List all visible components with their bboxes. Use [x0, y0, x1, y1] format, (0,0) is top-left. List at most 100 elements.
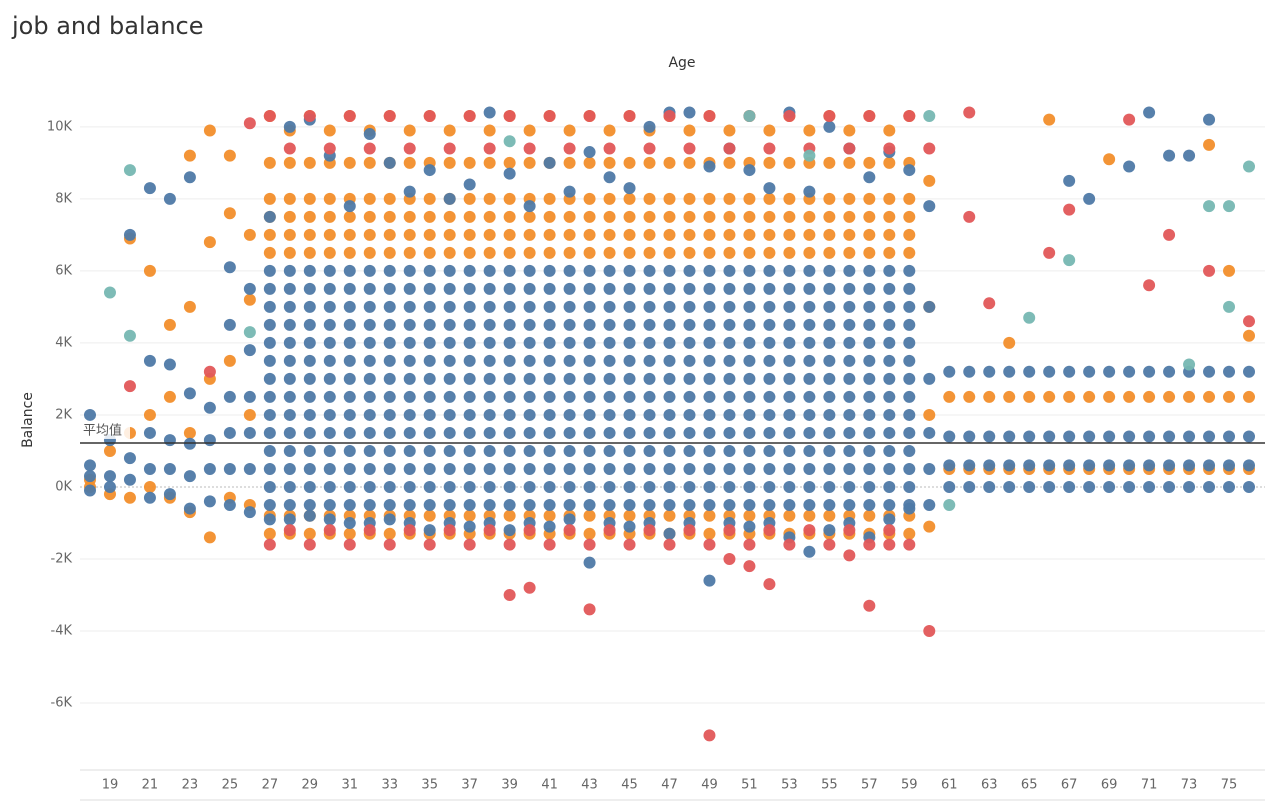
point — [203, 124, 216, 137]
point — [743, 164, 756, 177]
point — [603, 192, 616, 205]
point — [463, 426, 476, 439]
point — [503, 498, 516, 511]
point — [543, 318, 556, 331]
point — [823, 426, 836, 439]
point — [1063, 459, 1076, 472]
point — [1103, 390, 1116, 403]
point — [523, 408, 536, 421]
point — [663, 300, 676, 313]
point — [763, 336, 776, 349]
point — [403, 372, 416, 385]
point — [683, 318, 696, 331]
point — [1083, 192, 1096, 205]
point — [403, 156, 416, 169]
point — [483, 426, 496, 439]
point — [343, 228, 356, 241]
point — [223, 207, 236, 220]
point — [543, 509, 556, 522]
point — [1223, 430, 1236, 443]
point — [763, 182, 776, 195]
point — [263, 444, 276, 457]
point — [603, 462, 616, 475]
point — [403, 210, 416, 223]
point — [343, 516, 356, 529]
x-tick-label: 35 — [421, 778, 438, 793]
point — [263, 513, 276, 526]
point — [283, 462, 296, 475]
point — [203, 434, 216, 447]
point — [743, 354, 756, 367]
point — [463, 408, 476, 421]
point — [763, 124, 776, 137]
point — [1023, 430, 1036, 443]
point — [323, 426, 336, 439]
point — [363, 390, 376, 403]
point — [363, 336, 376, 349]
point — [603, 318, 616, 331]
point — [603, 228, 616, 241]
point — [663, 509, 676, 522]
point — [443, 156, 456, 169]
point — [503, 480, 516, 493]
point — [843, 246, 856, 259]
point — [523, 282, 536, 295]
point — [203, 495, 216, 508]
point — [923, 426, 936, 439]
point — [803, 426, 816, 439]
point — [1203, 430, 1216, 443]
point — [463, 282, 476, 295]
point — [403, 246, 416, 259]
point — [1203, 459, 1216, 472]
point — [1123, 113, 1136, 126]
point — [663, 372, 676, 385]
point — [523, 462, 536, 475]
point — [723, 426, 736, 439]
point — [523, 498, 536, 511]
point — [243, 293, 256, 306]
point — [243, 282, 256, 295]
point — [563, 390, 576, 403]
point — [423, 390, 436, 403]
point — [1083, 459, 1096, 472]
point — [343, 408, 356, 421]
point — [1003, 459, 1016, 472]
point — [1083, 430, 1096, 443]
point — [423, 246, 436, 259]
point — [483, 228, 496, 241]
point — [863, 264, 876, 277]
point — [323, 192, 336, 205]
point — [123, 164, 136, 177]
point — [723, 524, 736, 537]
point — [863, 336, 876, 349]
point — [823, 192, 836, 205]
point — [923, 408, 936, 421]
point — [443, 408, 456, 421]
point — [743, 560, 756, 573]
point — [783, 300, 796, 313]
point — [683, 228, 696, 241]
point — [243, 344, 256, 357]
point — [1183, 480, 1196, 493]
x-tick-label: 33 — [381, 778, 398, 793]
point — [823, 282, 836, 295]
point — [583, 444, 596, 457]
point — [343, 480, 356, 493]
point — [103, 480, 116, 493]
point — [883, 228, 896, 241]
point — [543, 520, 556, 533]
point — [723, 354, 736, 367]
point — [643, 300, 656, 313]
point — [423, 318, 436, 331]
point — [543, 498, 556, 511]
point — [263, 372, 276, 385]
point — [283, 444, 296, 457]
point — [683, 124, 696, 137]
point — [503, 444, 516, 457]
point — [643, 426, 656, 439]
point — [443, 390, 456, 403]
point — [83, 470, 96, 483]
point — [263, 156, 276, 169]
point — [863, 156, 876, 169]
point — [903, 462, 916, 475]
